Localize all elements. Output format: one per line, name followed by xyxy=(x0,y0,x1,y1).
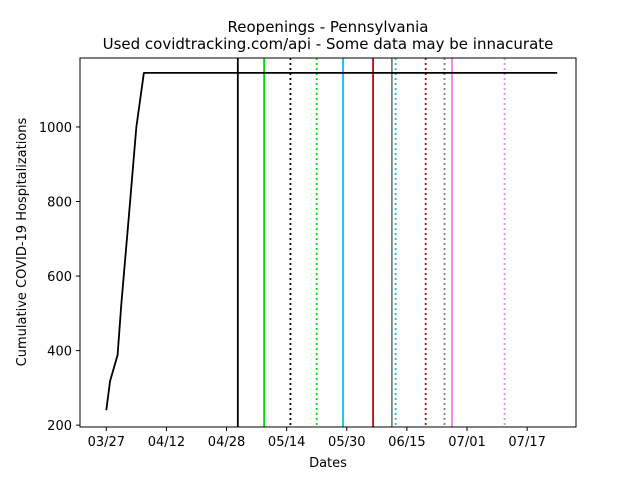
y-tick-label: 1000 xyxy=(39,121,72,136)
x-tick-label: 04/12 xyxy=(148,435,185,450)
chart-title: Reopenings - Pennsylvania xyxy=(228,18,429,36)
x-axis-label: Dates xyxy=(309,456,347,471)
x-tick-label: 04/28 xyxy=(208,435,245,450)
chart-subtitle: Used covidtracking.com/api - Some data m… xyxy=(103,35,554,53)
x-tick-label: 05/14 xyxy=(268,435,305,450)
plot-area xyxy=(105,58,558,427)
y-tick-label: 800 xyxy=(47,196,72,211)
x-tick-label: 06/15 xyxy=(388,435,425,450)
y-tick-label: 400 xyxy=(47,345,72,360)
y-axis-label: Cumulative COVID-19 Hospitalizations xyxy=(15,117,30,366)
y-tick-label: 200 xyxy=(47,419,72,434)
series-line-1 xyxy=(105,72,558,411)
y-tick-label: 600 xyxy=(47,270,72,285)
x-tick-label: 05/30 xyxy=(328,435,365,450)
x-tick-label: 07/01 xyxy=(448,435,485,450)
axes: 03/27 04/12 04/28 05/14 05/30 06/15 07/01 07/17… xyxy=(39,57,577,450)
axes-frame xyxy=(79,57,577,428)
x-tick-label: 07/17 xyxy=(508,435,545,450)
x-tick-label: 03/27 xyxy=(88,435,125,450)
